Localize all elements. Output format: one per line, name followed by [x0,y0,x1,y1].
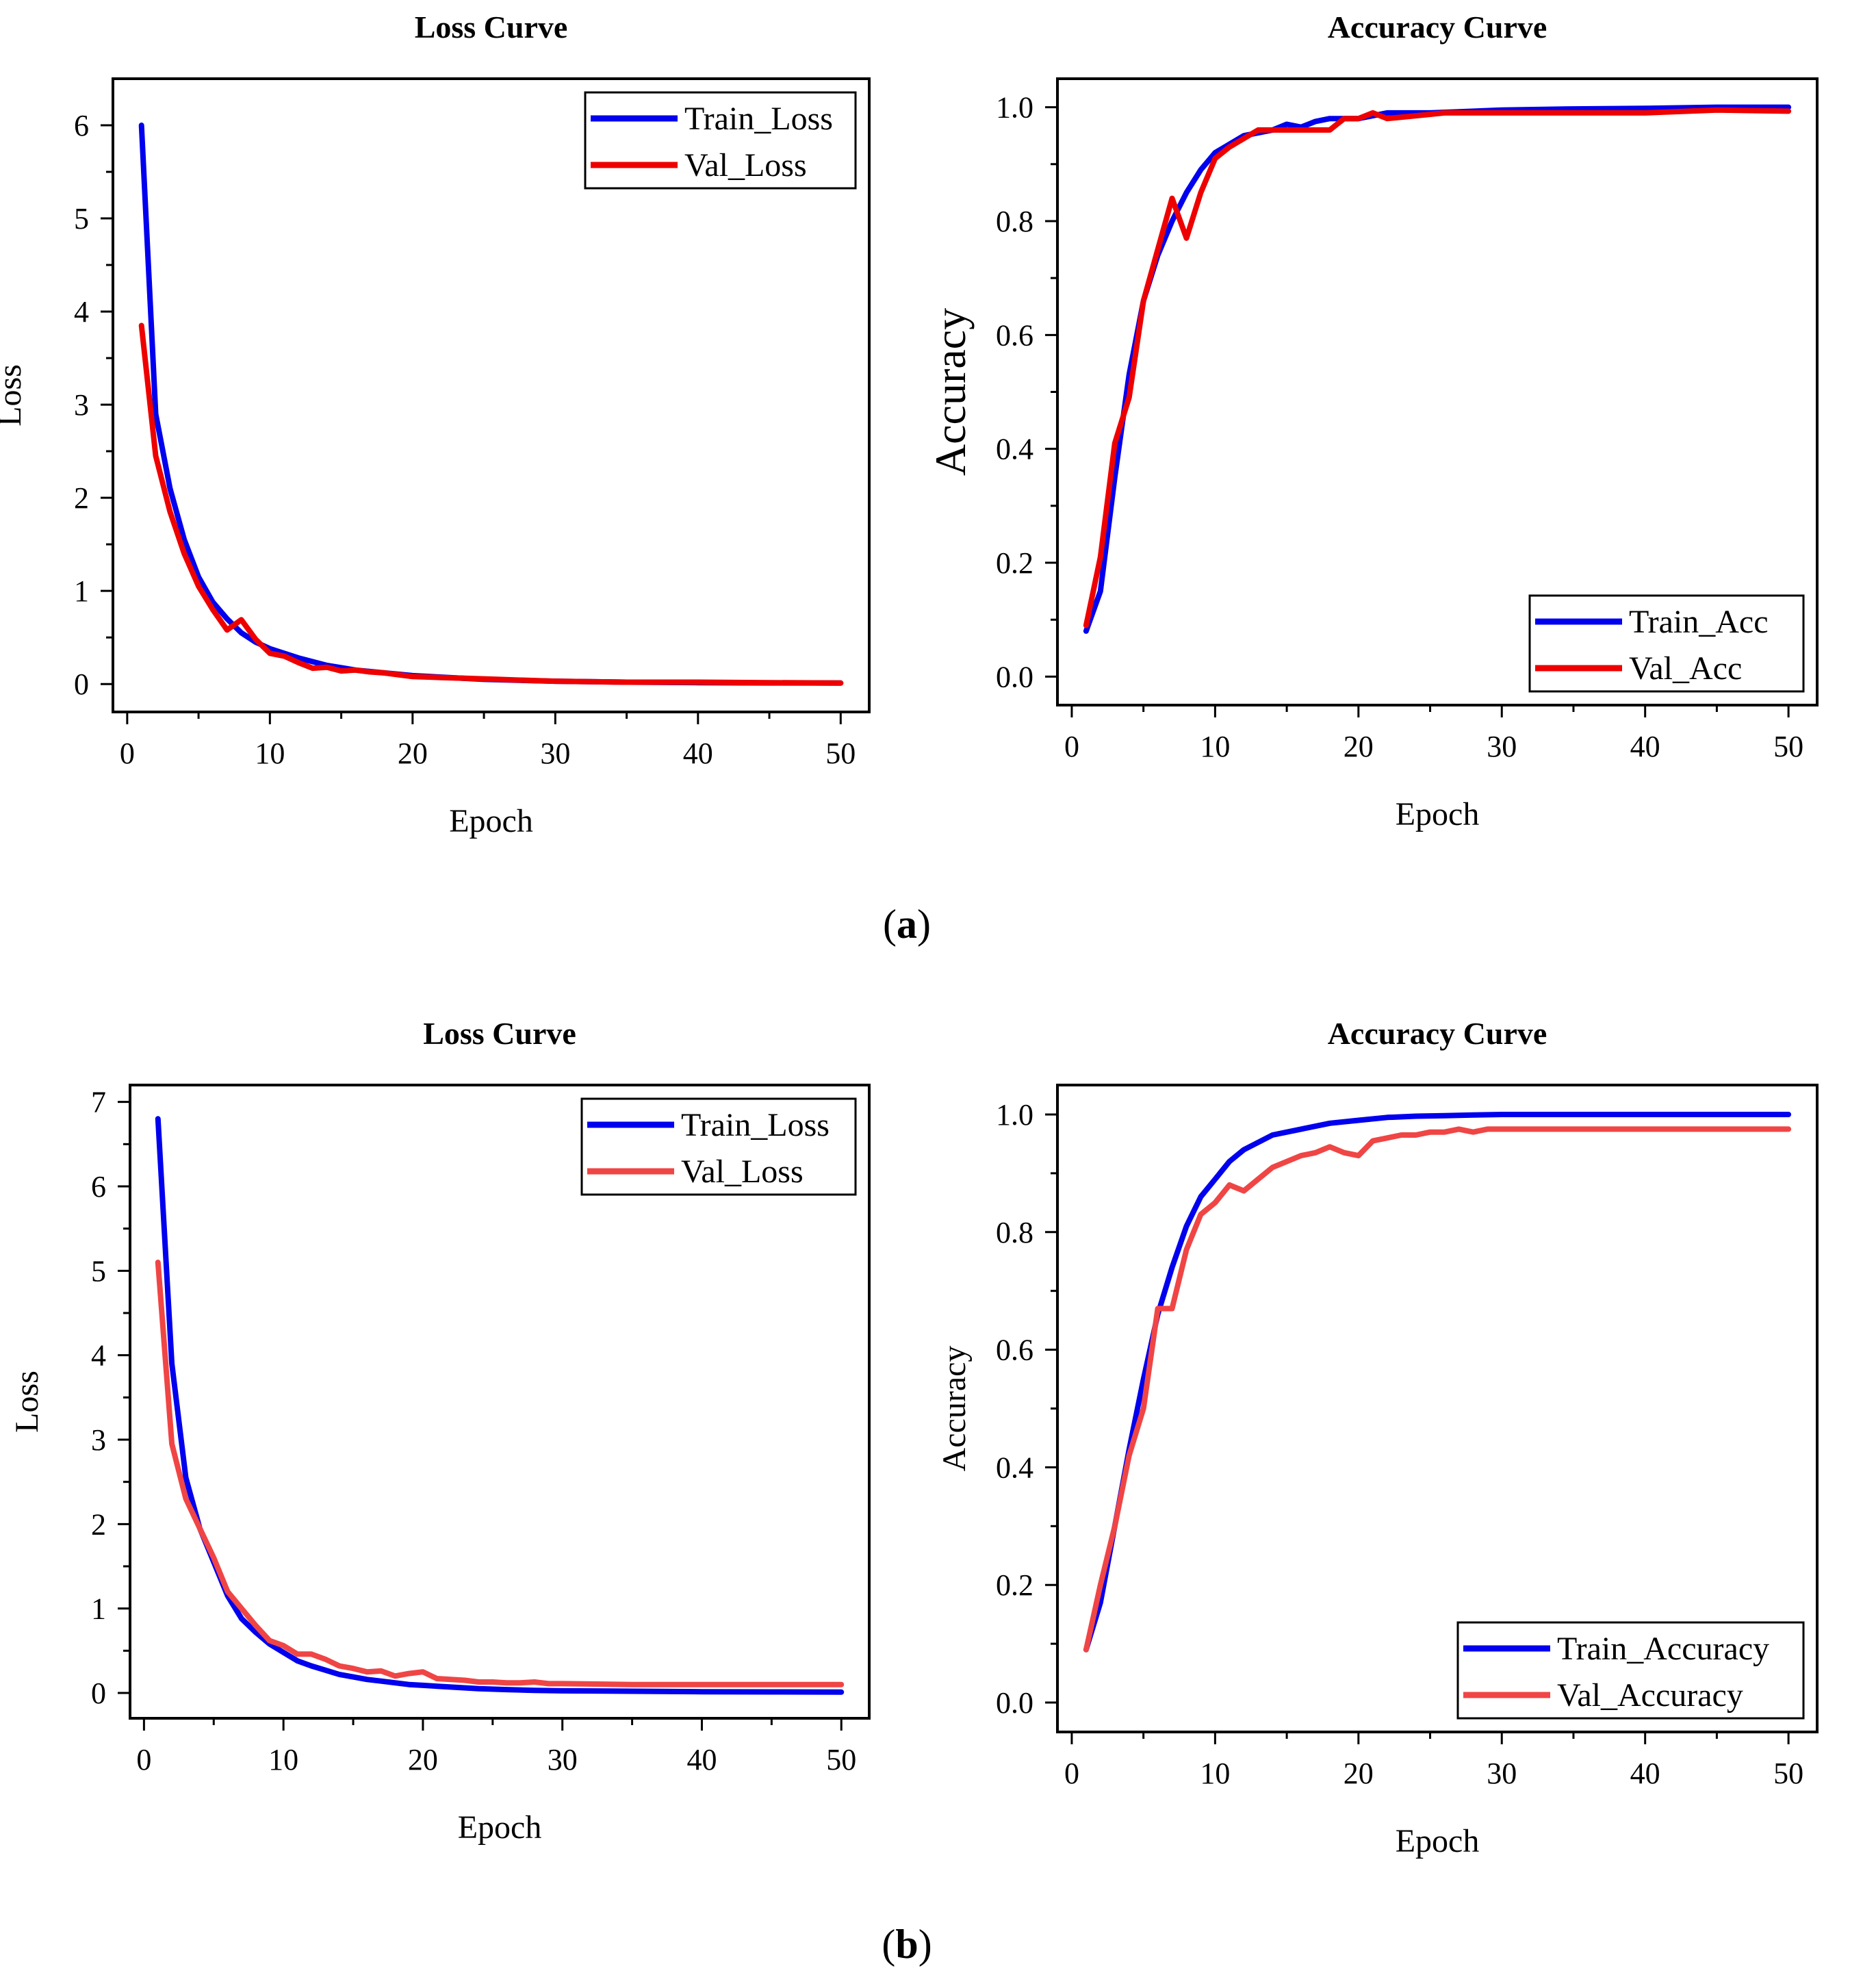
x-tick-label: 20 [398,737,428,770]
chart-title: Loss Curve [415,10,568,44]
y-tick-label: 3 [91,1423,106,1457]
plot-frame [112,77,871,713]
x-tick-label: 40 [1630,730,1660,763]
x-tick-label: 40 [1630,1757,1660,1790]
y-tick-label: 6 [74,109,89,142]
y-tick-label: 0.0 [996,1686,1033,1720]
legend-entry: Train_Accuracy [1557,1631,1769,1667]
y-tick-label: 0.6 [996,318,1033,352]
x-tick-label: 50 [1773,1757,1803,1790]
x-axis-label: Epoch [1396,796,1480,832]
x-tick-label: 0 [136,1743,151,1776]
y-tick-label: 2 [74,481,89,515]
y-tick-label: 5 [91,1254,106,1288]
chart-3: Loss Curve 0 10 20 30 40 50 0 1 2 3 4 5 6 7 Epoch Loss Tr… [9,1016,871,1846]
y-tick-label: 4 [74,295,89,329]
chart-title: Loss Curve [423,1016,576,1051]
series-line-val-loss [155,1260,845,1687]
y-tick-label: 1 [74,574,89,608]
chart-title: Accuracy Curve [1328,1016,1547,1051]
chart-4: Accuracy Curve 0 10 20 30 40 50 0.0 0.2 0.4 0.6 0.8… [936,1016,1819,1859]
y-axis-label: Loss [9,1371,45,1433]
panel-label-a: (a) [883,902,931,947]
x-axis-label: Epoch [1396,1823,1480,1859]
series-line-train-accuracy [1083,1112,1792,1653]
legend: Train_Loss Val_Loss [584,91,857,190]
series-line-train-loss [138,123,844,686]
legend-entry: Train_Loss [684,101,833,137]
y-tick-label: 0.4 [996,433,1033,466]
legend-entry: Val_Loss [684,147,807,183]
y-axis-label: Accuracy [936,1346,973,1472]
y-tick-label: 2 [91,1507,106,1541]
y-tick-label: 0 [91,1677,106,1710]
legend-entry: Train_Loss [681,1107,830,1143]
x-tick-label: 30 [1487,730,1517,763]
series-line-train-loss [155,1116,845,1695]
x-tick-label: 10 [268,1743,298,1776]
chart-title: Accuracy Curve [1328,10,1547,44]
legend: Train_Accuracy Val_Accuracy [1456,1621,1805,1720]
legend-box [580,1097,857,1196]
y-tick-label: 0.8 [996,205,1033,238]
y-tick-label: 0.0 [996,660,1033,693]
x-tick-label: 50 [826,1743,856,1776]
legend-box [584,91,857,190]
chart-2: Accuracy Curve 0 10 20 30 40 50 0.0 0.2 0.4 0.6 0.8… [926,10,1819,832]
x-tick-label: 30 [1487,1757,1517,1790]
x-tick-label: 20 [1344,730,1374,763]
x-tick-label: 20 [1344,1757,1374,1790]
y-tick-label: 0.8 [996,1216,1033,1249]
y-tick-label: 7 [91,1086,106,1119]
y-tick-label: 0.4 [996,1451,1033,1484]
x-tick-label: 10 [1200,1757,1230,1790]
x-tick-label: 0 [120,737,135,770]
series-line-val-acc [1083,107,1792,628]
x-tick-label: 0 [1064,1757,1079,1790]
legend-entry: Val_Loss [681,1154,804,1190]
x-tick-label: 30 [548,1743,578,1776]
y-tick-label: 6 [91,1170,106,1203]
series-line-train-acc [1083,104,1792,634]
legend: Train_Acc Val_Acc [1528,594,1805,693]
y-tick-label: 3 [74,388,89,422]
x-tick-label: 40 [683,737,713,770]
panel-label-b: (b) [882,1922,932,1967]
y-tick-label: 0.2 [996,546,1033,580]
chart-1: Loss Curve 0 10 20 30 40 50 0 1 2 3 4 5 6 Epoch Loss Tra… [0,10,871,839]
x-tick-label: 10 [1200,730,1230,763]
x-tick-label: 30 [540,737,570,770]
y-tick-label: 1.0 [996,1098,1033,1132]
y-tick-label: 0.2 [996,1568,1033,1602]
legend-box [1528,594,1805,693]
legend-box [1456,1621,1805,1720]
y-axis-label: Loss [0,364,28,426]
x-axis-label: Epoch [458,1809,542,1846]
y-tick-label: 1 [91,1592,106,1626]
legend-entry: Val_Acc [1629,650,1742,687]
x-tick-label: 50 [1773,730,1803,763]
y-axis-label: Accuracy [926,308,975,476]
legend: Train_Loss Val_Loss [580,1097,857,1196]
series-line-val-accuracy [1083,1126,1792,1653]
y-tick-label: 5 [74,202,89,235]
x-tick-label: 40 [686,1743,717,1776]
y-tick-label: 0.6 [996,1334,1033,1367]
plot-frame [129,1084,871,1720]
legend-entry: Val_Accuracy [1557,1677,1743,1713]
x-tick-label: 0 [1064,730,1079,763]
x-tick-label: 50 [825,737,856,770]
legend-entry: Train_Acc [1629,604,1769,640]
y-tick-label: 0 [74,667,89,701]
x-axis-label: Epoch [449,803,533,839]
x-tick-label: 20 [408,1743,438,1776]
y-tick-label: 4 [91,1339,106,1373]
series-line-val-loss [138,322,844,686]
x-tick-label: 10 [255,737,285,770]
y-tick-label: 1.0 [996,91,1033,125]
